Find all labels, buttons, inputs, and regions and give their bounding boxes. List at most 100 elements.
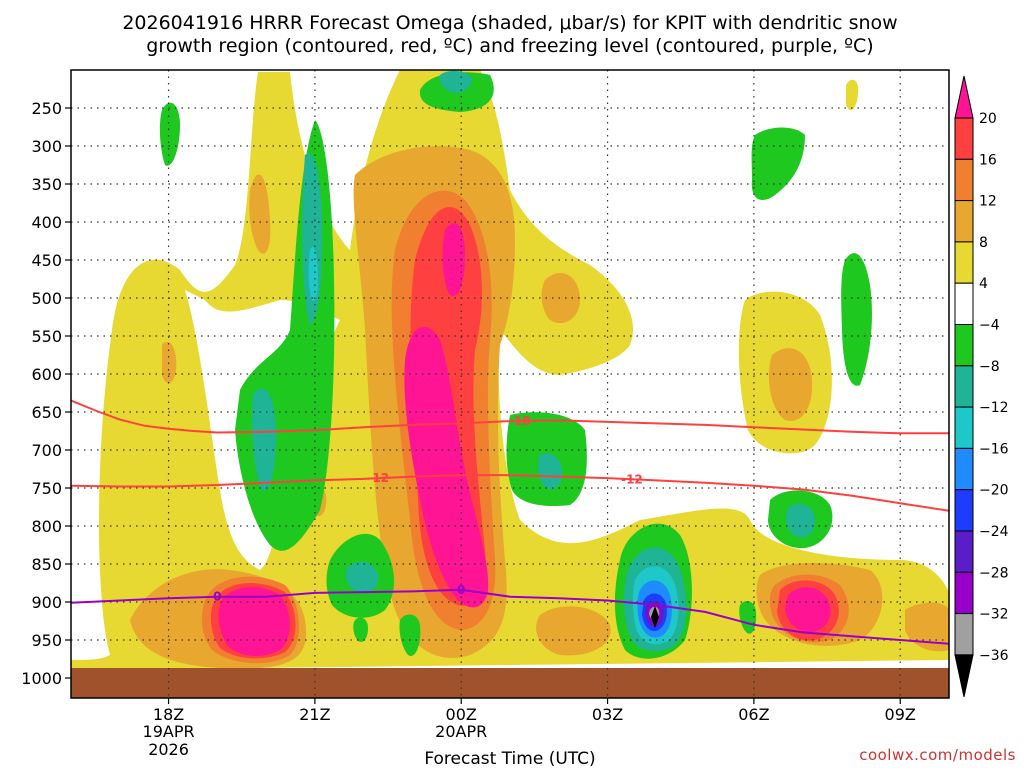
credit-text: coolwx.com/models <box>859 746 1016 764</box>
contour-line-1 <box>70 474 950 512</box>
omega-region-magenta-top <box>442 223 465 296</box>
colorbar-label-0: 20 <box>979 111 997 127</box>
colorbar-segment-9 <box>954 447 974 491</box>
omega-region-teal-2 <box>252 388 277 491</box>
chart-title-line-2: growth region (contoured, red, ºC) and f… <box>146 35 873 57</box>
colorbar-segment-12 <box>954 571 974 615</box>
contour-line-2 <box>70 588 950 645</box>
colorbar-segment-1 <box>954 117 974 160</box>
contour-label-6: 0 <box>457 583 465 597</box>
y-tick-label-950: 950 <box>31 631 62 650</box>
y-tick-label-500: 500 <box>31 289 62 308</box>
omega-gap-white-1 <box>71 330 82 600</box>
colorbar-segment-7 <box>954 365 974 408</box>
x-tick-label-27: 03Z <box>592 705 623 724</box>
colorbar-label-10: −24 <box>979 524 1009 540</box>
omega-region-green-10 <box>739 600 757 634</box>
colorbar-label-11: −28 <box>979 565 1009 581</box>
y-axis: 250 300 350 400 450 500 550 600 650 700 750 800 850 9… <box>21 99 71 688</box>
y-tick-label-700: 700 <box>31 441 62 460</box>
ground-layer <box>71 668 949 698</box>
colorbar-label-12: −32 <box>979 607 1009 623</box>
omega-gap-white-4 <box>669 358 726 505</box>
x-tick-label-30: 06Z <box>738 705 769 724</box>
colorbar-segment-10 <box>954 489 974 532</box>
x-tick-year-18: 2026 <box>148 740 189 759</box>
y-tick-label-550: 550 <box>31 327 62 346</box>
x-tick-label-33: 09Z <box>885 705 916 724</box>
x-axis-label: Forecast Time (UTC) <box>424 749 595 768</box>
y-tick-label-900: 900 <box>31 593 62 612</box>
contour-label-2: -18 <box>509 414 531 428</box>
colorbar-label-9: −20 <box>979 483 1009 499</box>
omega-region-teal-6 <box>439 70 472 93</box>
colorbar-label-3: 8 <box>979 235 988 251</box>
x-tick-label-24: 00Z <box>446 705 477 724</box>
omega-region-orange-low-4 <box>905 602 949 652</box>
omega-region-green-5 <box>751 127 805 200</box>
y-tick-label-250: 250 <box>31 99 62 118</box>
colorbar-segment-13 <box>954 613 974 656</box>
contour-label-5: 0 <box>213 590 221 604</box>
colorbar-label-5: −4 <box>979 318 1000 334</box>
colorbar-segment-14 <box>954 654 974 698</box>
omega-region-green-12 <box>353 617 368 642</box>
colorbar-segment-6 <box>954 324 974 367</box>
colorbar-label-7: −12 <box>979 400 1009 416</box>
omega-region-orange-low-2 <box>536 606 611 656</box>
plot-frame <box>70 69 950 699</box>
y-tick-label-300: 300 <box>31 137 62 156</box>
y-tick-label-1000: 1000 <box>21 669 62 688</box>
colorbar-label-2: 12 <box>979 194 997 210</box>
x-tick-label-21: 21Z <box>299 705 330 724</box>
colorbar-segment-4 <box>954 241 974 284</box>
colorbar-label-8: −16 <box>979 441 1009 457</box>
omega-region-magenta-low-2 <box>785 587 831 633</box>
y-tick-label-800: 800 <box>31 517 62 536</box>
omega-region-teal-5 <box>786 504 815 538</box>
colorbar-segment-3 <box>954 200 974 243</box>
colorbar-segment-8 <box>954 406 974 449</box>
omega-region-magenta-main <box>404 326 489 608</box>
omega-shading <box>71 70 949 698</box>
y-tick-label-650: 650 <box>31 403 62 422</box>
colorbar-label-4: 4 <box>979 276 988 292</box>
y-tick-label-850: 850 <box>31 555 62 574</box>
omega-region-magenta-low-1 <box>218 587 290 657</box>
omega-region-green-11 <box>399 614 421 656</box>
colorbar-label-1: 16 <box>979 152 997 168</box>
chart-title-line-1: 2026041916 HRRR Forecast Omega (shaded, … <box>122 12 897 34</box>
y-tick-label-600: 600 <box>31 365 62 384</box>
temperature-contours: -18 -12 -12 0 0 <box>70 399 950 645</box>
omega-region-teal-3 <box>538 453 563 490</box>
omega-region-cyan-2 <box>308 246 318 301</box>
colorbar: 20 16 12 8 4 −4 −8 −12 −16 −20 −24 −28 −32 −36 <box>954 75 1009 698</box>
colorbar-segment-5 <box>954 282 974 326</box>
omega-region-yellow-top <box>846 79 859 111</box>
grid-lines <box>71 70 949 698</box>
contour-line-0 <box>70 399 949 435</box>
omega-region-black <box>651 606 659 628</box>
y-tick-label-450: 450 <box>31 251 62 270</box>
colorbar-label-13: −36 <box>979 648 1009 664</box>
colorbar-segment-0 <box>954 75 974 119</box>
colorbar-segment-11 <box>954 530 974 573</box>
y-tick-label-400: 400 <box>31 213 62 232</box>
contour-label-3: -12 <box>367 471 389 485</box>
x-tick-label-18: 18Z <box>153 705 184 724</box>
omega-region-orange-small-2 <box>541 272 580 324</box>
contour-label-4: -12 <box>621 472 643 486</box>
colorbar-segment-2 <box>954 158 974 202</box>
omega-region-orange-small-1 <box>249 174 271 254</box>
omega-region-orange-small-3 <box>768 348 813 421</box>
y-tick-label-750: 750 <box>31 479 62 498</box>
omega-region-teal-4 <box>345 561 379 593</box>
x-tick-date-18: 19APR <box>143 722 195 741</box>
colorbar-label-6: −8 <box>979 359 1000 375</box>
omega-region-green-6 <box>841 253 872 386</box>
y-tick-label-350: 350 <box>31 175 62 194</box>
omega-region-green-1 <box>159 102 180 166</box>
x-tick-date-24: 20APR <box>435 722 487 741</box>
